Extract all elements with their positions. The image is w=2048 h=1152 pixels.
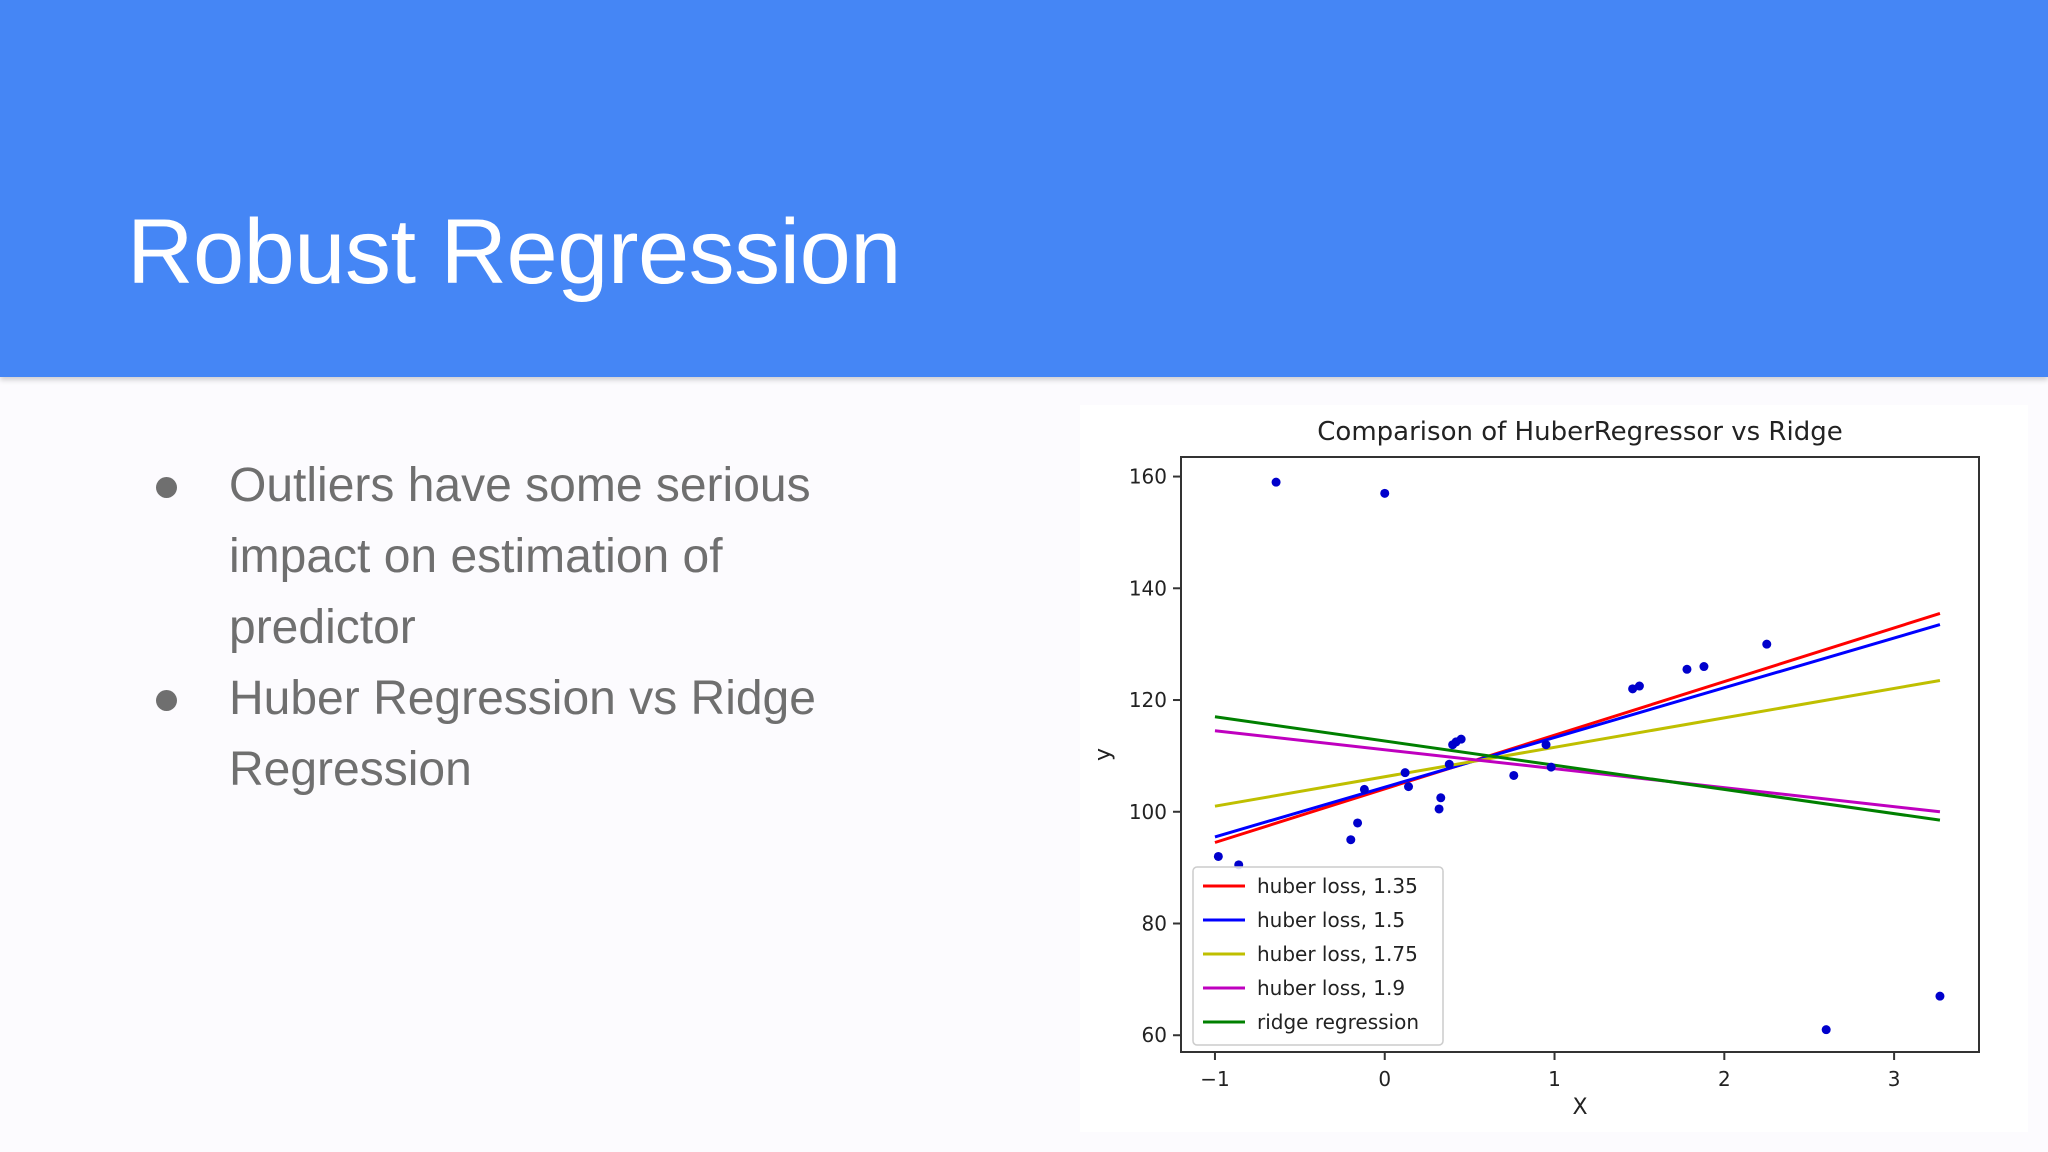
y-tick-label: 60 [1142,1023,1167,1047]
data-point [1682,664,1692,674]
legend-label: huber loss, 1.35 [1257,874,1418,898]
slide-header: Robust Regression [0,0,2048,377]
bullet-text: Huber Regression vs Ridge Regression [229,672,816,796]
data-point [1436,793,1446,803]
data-point [1509,770,1519,780]
data-point [1271,477,1281,487]
data-point [1404,782,1414,792]
legend-label: huber loss, 1.5 [1257,908,1405,932]
data-point [1456,734,1466,744]
data-point [1444,759,1454,769]
chart-legend: huber loss, 1.35 huber loss, 1.5 huber los… [1192,866,1444,1046]
x-axis-label: X [1572,1095,1587,1120]
chart-card: Comparison of HuberRegressor vs Ridge X … [1080,405,2028,1132]
legend-label: ridge regression [1257,1010,1419,1034]
legend-label: huber loss, 1.75 [1257,942,1418,966]
data-point [1346,835,1356,845]
data-point [1821,1025,1831,1035]
plot-frame [1180,456,1980,1053]
data-point [1434,804,1444,814]
x-tick-label: 0 [1378,1067,1391,1091]
data-point [1546,762,1556,772]
series-line [1214,623,1941,839]
x-tick-label: 1 [1548,1067,1561,1091]
y-axis-label: y [1091,748,1116,761]
bullet-dot-icon [156,690,177,711]
data-point [1628,684,1638,694]
series-line [1214,729,1941,814]
series-line [1214,612,1941,844]
chart-title: Comparison of HuberRegressor vs Ridge [1317,417,1842,447]
y-tick-label: 80 [1142,912,1167,936]
y-tick-label: 100 [1129,800,1167,824]
data-point [1359,784,1369,794]
data-point [1353,818,1363,828]
data-point [1541,740,1551,750]
slide-title: Robust Regression [127,201,901,303]
bullet-item: Outliers have some serious impact on est… [146,450,906,663]
data-point [1380,488,1390,498]
bullet-text: Outliers have some serious impact on est… [229,459,811,654]
data-point [1213,851,1223,861]
series-line [1214,678,1941,808]
data-point [1634,681,1644,691]
data-point [1762,639,1772,649]
y-tick-label: 120 [1129,688,1167,712]
bullet-item: Huber Regression vs Ridge Regression [146,663,906,805]
legend-label: huber loss, 1.9 [1257,976,1405,1000]
x-tick-label: 2 [1718,1067,1731,1091]
legend-box [1192,866,1444,1046]
series-line [1214,715,1941,822]
huber-vs-ridge-chart: Comparison of HuberRegressor vs Ridge X … [1091,417,1980,1120]
x-tick-label: 3 [1888,1067,1901,1091]
data-point [1699,662,1709,672]
bullet-dot-icon [156,477,177,498]
data-point [1400,768,1410,778]
x-tick-label: −1 [1200,1067,1229,1091]
bullet-list: Outliers have some serious impact on est… [146,450,906,805]
y-tick-label: 140 [1129,576,1167,600]
data-point [1935,991,1945,1001]
y-tick-label: 160 [1129,465,1167,489]
